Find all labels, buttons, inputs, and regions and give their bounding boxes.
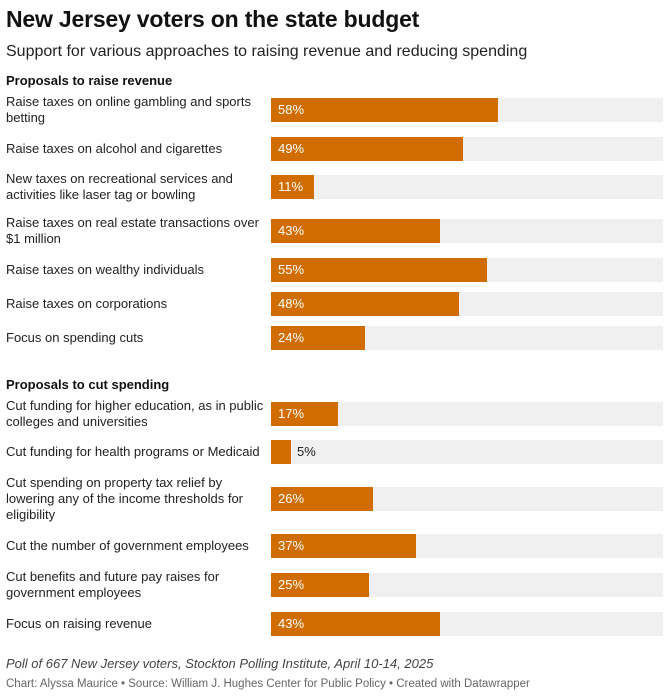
value-label: 17% [278, 406, 305, 421]
value-label: 43% [278, 616, 305, 631]
bar-track: 24% [271, 326, 663, 350]
value-label: 25% [278, 577, 305, 592]
chart-subtitle: Support for various approaches to raisin… [6, 43, 528, 60]
bar [271, 487, 373, 511]
value-label: 26% [278, 491, 305, 506]
category-label: Raise taxes on online gambling and sport… [6, 94, 251, 125]
category-label: New taxes on recreational services and a… [6, 171, 233, 202]
category-label: Cut funding for health programs or Medic… [6, 444, 260, 459]
bar-track: 43% [271, 219, 663, 243]
category-label: Cut benefits and future pay raises for g… [6, 569, 220, 600]
bar [271, 98, 498, 122]
section-label: Proposals to cut spending [6, 377, 170, 392]
bar [271, 219, 440, 243]
category-label: Raise taxes on real estate transactions … [6, 215, 259, 246]
bar-track: 25% [271, 573, 663, 597]
bar [271, 573, 369, 597]
bar [271, 292, 459, 316]
value-label: 48% [278, 296, 305, 311]
category-label: Cut spending on property tax relief by l… [6, 475, 244, 522]
bar-track: 11% [271, 175, 663, 199]
bar-track: 43% [271, 612, 663, 636]
bar [271, 326, 365, 350]
category-label: Cut the number of government employees [6, 538, 249, 553]
value-label: 11% [278, 179, 304, 194]
value-label: 24% [278, 330, 305, 345]
value-label: 37% [278, 538, 305, 553]
bar-track: 55% [271, 258, 663, 282]
chart-footer: Chart: Alyssa Maurice • Source: William … [6, 678, 530, 690]
bar-track: 58% [271, 98, 663, 122]
category-label: Focus on spending cuts [6, 330, 144, 345]
bar [271, 402, 338, 426]
bar-track: 26% [271, 487, 663, 511]
value-label: 43% [278, 223, 305, 238]
category-label: Raise taxes on wealthy individuals [6, 262, 204, 277]
section-label: Proposals to raise revenue [6, 73, 173, 88]
value-label: 49% [278, 141, 305, 156]
bar-track: 37% [271, 534, 663, 558]
bar [271, 534, 416, 558]
bar [271, 440, 291, 464]
value-label: 5% [297, 444, 316, 459]
bar [271, 258, 487, 282]
chart-notes: Poll of 667 New Jersey voters, Stockton … [6, 656, 434, 671]
bar-track: 17% [271, 402, 663, 426]
category-label: Focus on raising revenue [6, 616, 152, 631]
bar [271, 175, 314, 199]
value-label: 55% [278, 262, 305, 277]
bar-track: 5% [271, 440, 663, 464]
bar-track: 48% [271, 292, 663, 316]
bar [271, 612, 440, 636]
chart-title: New Jersey voters on the state budget [6, 6, 420, 32]
bar [271, 137, 463, 161]
category-label: Cut funding for higher education, as in … [6, 398, 264, 429]
category-label: Raise taxes on corporations [6, 296, 168, 311]
bar-track: 49% [271, 137, 663, 161]
category-label: Raise taxes on alcohol and cigarettes [6, 141, 223, 156]
value-label: 58% [278, 102, 305, 117]
